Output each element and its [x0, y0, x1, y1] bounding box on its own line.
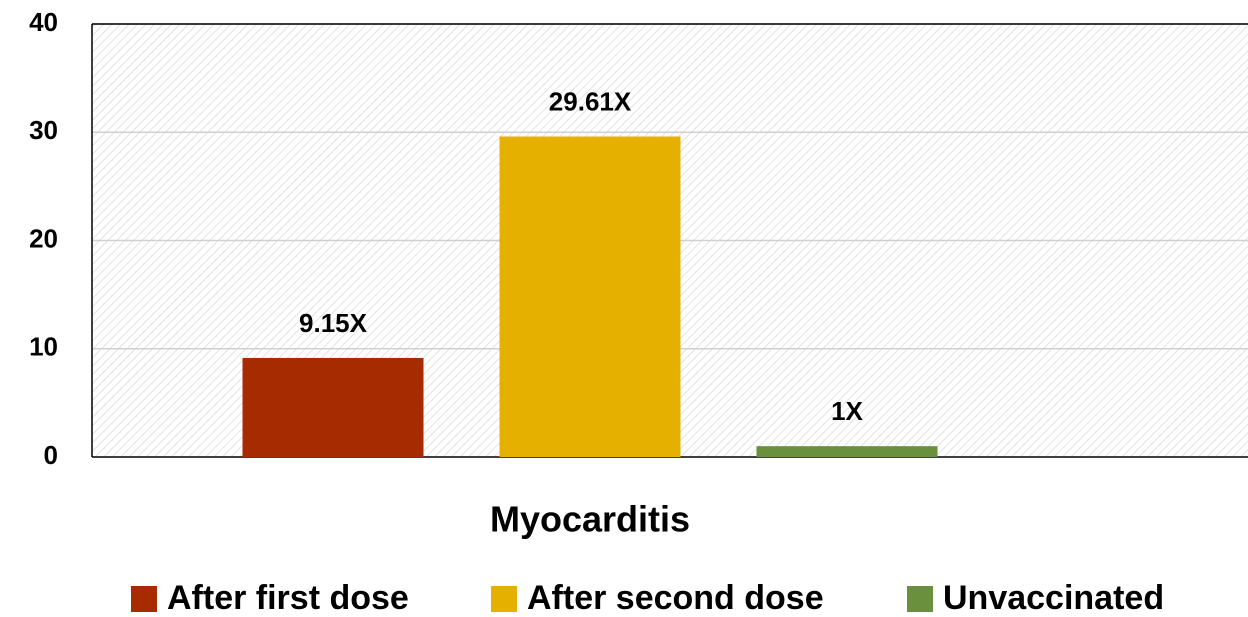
value-label: 29.61X [549, 86, 632, 116]
bar [242, 357, 424, 457]
y-tick-label: 10 [29, 332, 58, 362]
legend-swatch [491, 586, 517, 612]
value-label: 9.15X [299, 308, 368, 338]
legend-swatch [131, 586, 157, 612]
legend-label: After first dose [167, 579, 409, 617]
legend-label: After second dose [527, 579, 824, 617]
legend-swatch [907, 586, 933, 612]
x-tick-label: Myocarditis [490, 499, 690, 540]
y-tick-label: 20 [29, 223, 58, 253]
bar [499, 136, 681, 458]
legend-label: Unvaccinated [943, 579, 1164, 617]
value-label: 1X [831, 396, 863, 426]
y-tick-label: 30 [29, 115, 58, 145]
y-tick-label: 0 [44, 440, 58, 470]
y-tick-label: 40 [29, 7, 58, 37]
bar [756, 446, 938, 457]
